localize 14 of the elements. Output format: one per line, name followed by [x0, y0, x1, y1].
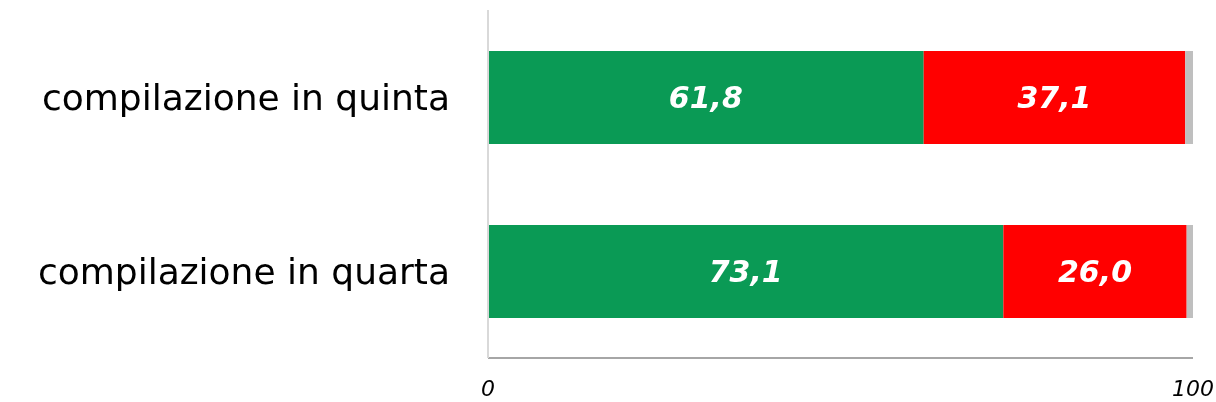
bar [923, 51, 1186, 144]
y-tick-label: compilazione in quinta [41, 76, 450, 118]
data-label: 37,1 [1017, 80, 1092, 115]
bar [1186, 225, 1193, 318]
x-tick-label: 100 [1172, 375, 1214, 401]
data-label: 26,0 [1057, 254, 1133, 289]
data-label: 61,8 [668, 80, 743, 115]
bar [1003, 225, 1187, 318]
bar [1185, 51, 1193, 144]
bar [488, 51, 924, 144]
y-tick-label: compilazione in quarta [37, 250, 450, 292]
bar [488, 225, 1004, 318]
data-label: 73,1 [708, 254, 783, 289]
x-tick-label: 0 [481, 375, 495, 401]
